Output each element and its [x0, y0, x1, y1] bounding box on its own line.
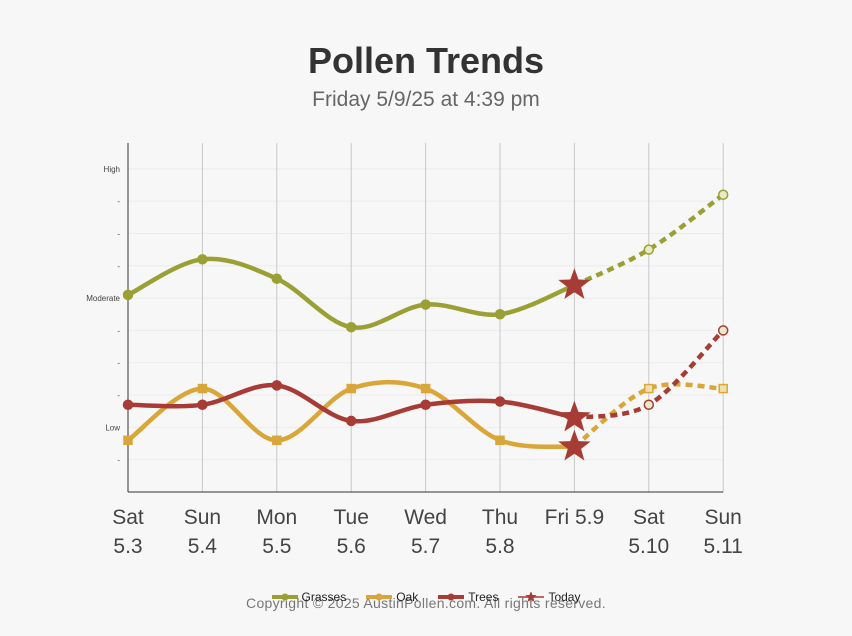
grasses-point	[197, 254, 208, 265]
x-tick-label: Sat	[633, 506, 665, 529]
chart-legend: Grasses Oak Trees Today	[0, 590, 852, 604]
x-tick-label: 5.11	[704, 535, 743, 558]
x-tick-label: 5.8	[485, 535, 514, 558]
x-tick-label: 5.3	[113, 535, 142, 558]
oak-point	[718, 383, 728, 394]
trees-point	[643, 399, 655, 410]
x-tick-label: Fri 5.9	[545, 506, 605, 529]
legend-label: Today	[548, 590, 581, 604]
copyright-notice: Copyright © 2025 AustinPollen.com. All r…	[246, 595, 606, 611]
trees-today-marker	[558, 400, 591, 432]
legend-swatch	[271, 593, 298, 601]
y-tick-label: High	[104, 165, 120, 174]
legend-item-grasses: Grasses	[271, 590, 347, 604]
legend-label: Grasses	[301, 590, 347, 604]
trees-point	[420, 399, 431, 410]
x-tick-label: 5.5	[262, 535, 291, 558]
legend-item-trees: Trees	[438, 590, 498, 604]
x-tick-label: Sun	[184, 506, 221, 529]
grasses-point	[494, 309, 506, 320]
grasses-point	[122, 289, 134, 301]
y-tick-label: -	[117, 456, 120, 465]
trees-point	[271, 380, 283, 391]
grasses-point	[420, 299, 431, 310]
grasses-today-marker	[558, 268, 591, 299]
trees-point	[494, 396, 506, 407]
oak-point	[197, 383, 208, 394]
legend-label: Trees	[468, 590, 499, 604]
x-tick-label: Sun	[705, 506, 742, 529]
legend-swatch	[366, 593, 393, 601]
oak-point	[123, 435, 133, 446]
x-tick-label: Sat	[112, 506, 144, 529]
legend-swatch	[518, 592, 545, 602]
grasses-point	[271, 273, 283, 284]
x-tick-label: 5.6	[337, 535, 366, 558]
oak-today-marker	[558, 429, 591, 461]
y-tick-label: -	[117, 391, 120, 400]
x-tick-label: Wed	[404, 506, 447, 529]
y-tick-label: Low	[105, 423, 120, 432]
x-tick-label: 5.4	[188, 535, 218, 558]
x-tick-label: Mon	[256, 506, 297, 529]
oak-point	[495, 435, 505, 446]
grasses-point	[717, 189, 729, 200]
x-tick-label: Tue	[333, 506, 368, 529]
chart-title: Pollen Trends	[307, 40, 545, 81]
x-tick-label: 5.10	[628, 535, 669, 558]
y-tick-label: -	[117, 359, 120, 368]
trees-point	[717, 325, 729, 336]
chart-subtitle: Friday 5/9/25 at 4:39 pm	[312, 88, 540, 111]
x-tick-label: 5.7	[411, 535, 440, 558]
y-tick-label: -	[117, 197, 120, 206]
grasses-point	[643, 244, 655, 255]
oak-point	[420, 383, 431, 394]
legend-swatch	[438, 593, 465, 601]
trees-point	[345, 415, 357, 427]
grasses-line-forecast	[573, 192, 725, 288]
oak-point	[272, 435, 282, 446]
y-tick-label: -	[117, 326, 120, 335]
legend-item-oak: Oak	[366, 590, 418, 604]
legend-label: Oak	[396, 590, 419, 604]
y-tick-label: -	[117, 229, 120, 238]
oak-point	[346, 383, 356, 394]
y-tick-label: Moderate	[86, 294, 120, 303]
grasses-point	[345, 321, 357, 333]
legend-item-today: Today	[518, 590, 580, 604]
x-tick-label: Thu	[482, 506, 518, 529]
trees-point	[122, 399, 134, 410]
oak-point	[644, 383, 654, 394]
trees-point	[197, 399, 208, 410]
y-tick-label: -	[117, 262, 120, 271]
